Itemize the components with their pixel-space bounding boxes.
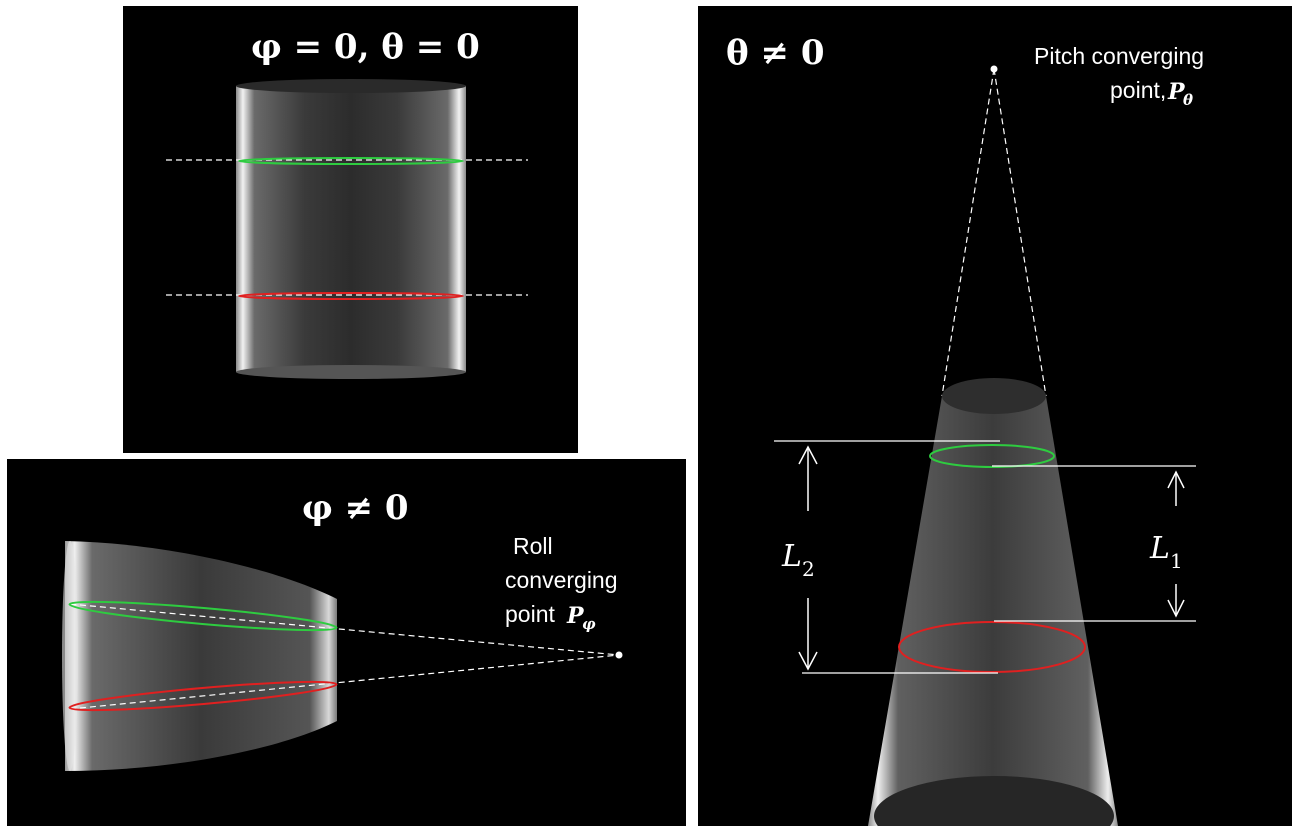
roll-label-line3: point <box>505 601 555 627</box>
roll-label-line1: Roll <box>513 533 553 559</box>
pitch-diagram: θ ≠ 0 L 2 L 1 Pitch converging point, <box>726 33 1204 826</box>
panel-title: φ = 0, θ = 0 <box>251 27 480 67</box>
panel-title: θ ≠ 0 <box>726 33 825 73</box>
roll-label-line2: converging <box>505 567 618 593</box>
roll-symbol: P <box>566 603 585 629</box>
cylinder-bottom-cap <box>236 365 466 379</box>
cylinder-body <box>236 86 466 372</box>
length-label-l1-subscript: 1 <box>1170 549 1183 573</box>
panel-pitch: θ ≠ 0 L 2 L 1 Pitch converging point, <box>698 6 1292 826</box>
dashed-converging-left <box>941 68 995 397</box>
panel-roll: φ ≠ 0 Roll converging point P φ <box>7 459 686 826</box>
roll-converging-point <box>615 651 623 659</box>
arrow-up-icon <box>1167 470 1185 489</box>
frustum-bottom-cap <box>874 776 1114 826</box>
arrow-down-icon <box>798 651 818 671</box>
arrow-up-icon <box>798 445 818 465</box>
pitch-label-line2: point, <box>1110 77 1166 103</box>
frustum-top-cap <box>942 378 1046 414</box>
pitch-label-line1: Pitch converging <box>1034 43 1204 69</box>
dashed-converging-lower <box>69 654 620 710</box>
cross-section-lower <box>238 292 464 300</box>
cross-section-lower <box>68 680 338 712</box>
cylinder-top-cap <box>236 79 466 93</box>
roll-symbol-subscript: φ <box>582 615 596 633</box>
dashed-converging-right <box>993 68 1047 397</box>
cross-section-upper <box>68 600 338 632</box>
frustum-body <box>868 396 1118 826</box>
length-label-l2-subscript: 2 <box>802 557 815 581</box>
cross-section-lower <box>898 621 1086 673</box>
panel-title: φ ≠ 0 <box>302 488 409 528</box>
length-label-l2: L <box>781 539 802 574</box>
pitch-symbol: P <box>1167 79 1186 105</box>
cylinder-diagram: φ = 0, θ = 0 <box>166 27 528 379</box>
length-label-l1: L <box>1149 531 1170 566</box>
arrow-down-icon <box>1167 599 1185 618</box>
panel-no-rotation: φ = 0, θ = 0 <box>123 6 578 453</box>
roll-body <box>65 541 337 771</box>
roll-diagram: φ ≠ 0 Roll converging point P φ <box>62 488 623 771</box>
cross-section-upper <box>238 157 464 165</box>
cross-section-upper <box>929 444 1055 468</box>
roll-body-left-edge <box>62 541 78 771</box>
pitch-symbol-subscript: θ <box>1183 91 1193 109</box>
dashed-converging-upper <box>69 603 620 656</box>
